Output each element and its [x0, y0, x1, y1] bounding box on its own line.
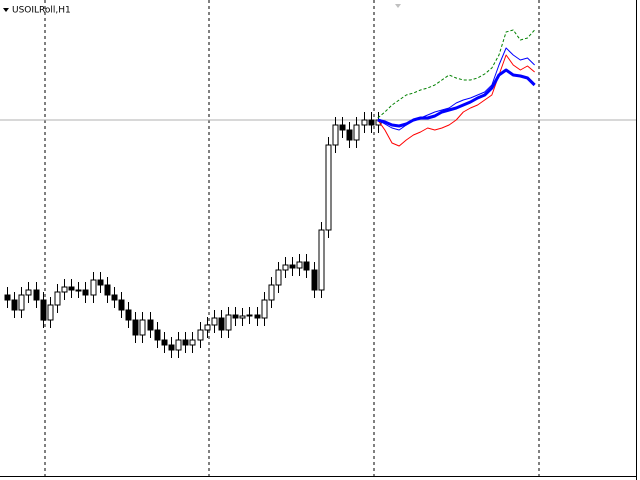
candle-body: [97, 279, 104, 286]
candle-body: [225, 314, 232, 331]
candle-body: [18, 294, 25, 311]
candle-body: [275, 269, 282, 286]
candle-body: [261, 299, 268, 319]
candle-body: [33, 289, 40, 301]
candle-body: [118, 299, 125, 311]
candle-body: [132, 319, 139, 336]
candle-body: [40, 299, 47, 321]
candle-body: [211, 317, 218, 326]
chart-title: USOILRoll,H1: [12, 6, 71, 16]
candle-body: [197, 329, 204, 341]
candle-body: [168, 344, 175, 351]
candle-body: [296, 261, 303, 269]
candle-body: [204, 324, 211, 331]
candle-body: [311, 269, 318, 291]
candle-body: [125, 309, 132, 321]
candle-body: [325, 144, 332, 231]
candle-body: [68, 286, 75, 291]
candle-body: [61, 286, 68, 293]
candle-body: [353, 124, 360, 141]
candle-body: [332, 124, 339, 146]
shift-marker: [395, 4, 401, 8]
plot: [4, 29, 536, 358]
candle-body: [339, 124, 346, 131]
candle-body: [239, 315, 246, 319]
candle-body: [54, 291, 61, 306]
candle-body: [254, 314, 261, 319]
candle-body: [368, 119, 375, 126]
candle-body: [246, 314, 253, 317]
candle-body: [303, 261, 310, 271]
candle-body: [11, 299, 18, 311]
candle-body: [189, 339, 196, 346]
candle-body: [104, 284, 111, 296]
candle-body: [232, 314, 239, 319]
candle-body: [361, 119, 368, 126]
candle-body: [154, 329, 161, 341]
candle-body: [75, 289, 82, 292]
candle-body: [175, 339, 182, 351]
candle-body: [82, 289, 89, 296]
forecast-line: [377, 68, 536, 128]
forecast-line: [377, 54, 535, 147]
candle-body: [318, 229, 325, 291]
candle-body: [161, 339, 168, 346]
candle-body: [182, 339, 189, 346]
candle-body: [25, 289, 32, 296]
candle-body: [147, 319, 154, 331]
candle-body: [289, 264, 296, 269]
candle-body: [47, 304, 54, 321]
candle-body: [346, 129, 353, 141]
candle-body: [90, 279, 97, 296]
candle-body: [218, 317, 225, 331]
forecast-line: [377, 29, 535, 119]
candle-body: [268, 284, 275, 301]
forecast-line: [377, 47, 535, 131]
period-separators: [44, 0, 540, 480]
candle-body: [4, 294, 11, 301]
symbol-menu[interactable]: [3, 8, 9, 12]
candle-body: [282, 264, 289, 271]
candle-body: [111, 294, 118, 301]
candle-body: [139, 319, 146, 336]
